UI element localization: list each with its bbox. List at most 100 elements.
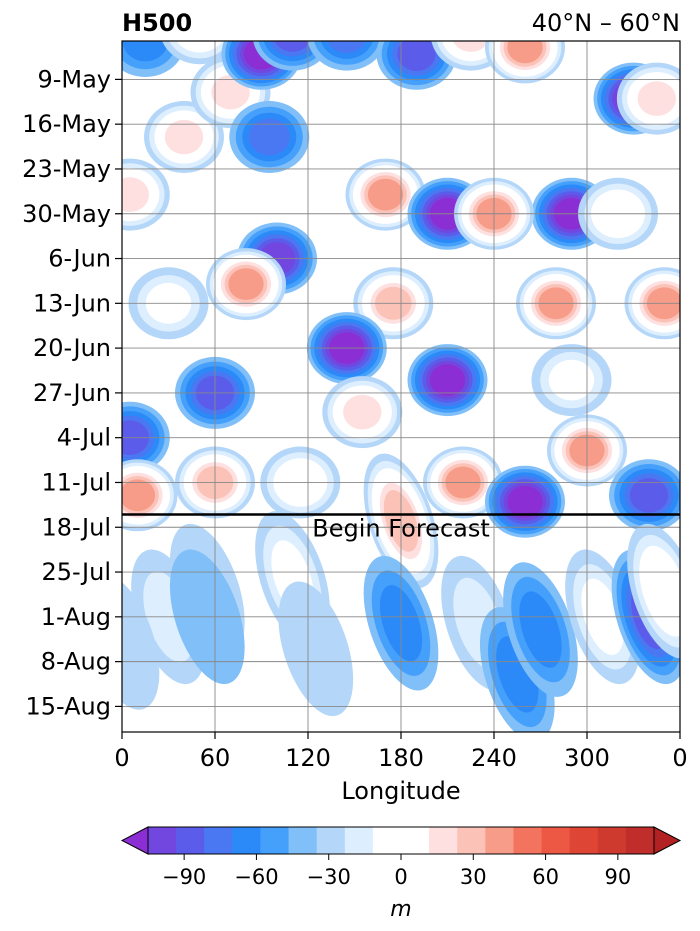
anomaly-feature: [307, 41, 387, 71]
anomaly-feature: [322, 376, 403, 449]
contour-level: [452, 41, 489, 52]
grid-lines: [122, 41, 680, 732]
x-tick-label: 0: [114, 744, 129, 772]
colorbar-swatch: [204, 827, 233, 854]
colorbar-tick-label: 30: [460, 865, 487, 889]
colorbar-swatch: [372, 827, 402, 854]
x-tick-label: 0: [672, 744, 687, 772]
anomaly-feature: [503, 562, 578, 697]
contour-level: [184, 41, 215, 47]
colorbar-swatch: [401, 827, 430, 854]
colorbar: −90 −60 −30 0 30 60 90: [120, 826, 682, 889]
contour-level: [367, 178, 404, 211]
y-tick-label: 15-Aug: [25, 692, 111, 720]
contour-level: [122, 41, 168, 62]
contour-level: [122, 575, 160, 710]
contour-level: [343, 394, 382, 430]
x-axis: 0 60 120 180 240 300 0: [114, 732, 688, 772]
y-tick-label: 9-May: [37, 65, 111, 93]
colorbar-tick-label: 90: [604, 865, 631, 889]
y-axis: 9-May 16-May 23-May 30-May 6-Jun 13-Jun 20-Jun…: [22, 65, 122, 720]
contour-level: [507, 41, 543, 64]
contour-level: [122, 177, 149, 212]
anomaly-feature: [407, 344, 488, 417]
colorbar-swatch: [513, 827, 543, 854]
colorbar-tick-label: −90: [162, 865, 206, 889]
anomaly-feature: [345, 158, 426, 231]
y-tick-label: 16-May: [22, 110, 111, 138]
chart-title-left: H500: [122, 9, 192, 37]
y-tick-label: 11-Jul: [42, 468, 112, 496]
y-tick-label: 4-Jul: [57, 424, 111, 452]
contour-level: [645, 556, 680, 626]
anomaly-feature: [627, 523, 680, 659]
contour-level: [327, 41, 367, 53]
colorbar-swatch: [148, 827, 177, 854]
anomaly-feature: [306, 312, 387, 385]
colorbar-extend-low: [120, 826, 149, 855]
contour-level: [429, 364, 466, 396]
y-tick-label: 1-Aug: [41, 603, 111, 631]
contour-level: [519, 591, 562, 668]
anomaly-feature: [616, 62, 680, 135]
contour-level: [122, 479, 156, 512]
y-tick-label: 27-Jun: [33, 379, 111, 407]
y-tick-label: 8-Aug: [41, 648, 111, 676]
y-tick-label: 30-May: [22, 200, 111, 228]
contour-level: [278, 581, 354, 717]
contour-level: [397, 41, 436, 72]
anomaly-feature: [206, 248, 286, 321]
anomaly-feature: [376, 41, 457, 90]
anomaly-feature: [229, 101, 310, 173]
contour-level: [629, 478, 669, 513]
colorbar-swatch: [429, 827, 458, 854]
colorbar-swatch: [316, 827, 346, 854]
y-tick-label: 13-Jun: [33, 289, 111, 317]
anomaly-feature: [278, 581, 354, 717]
colorbar-swatch: [288, 827, 318, 854]
x-tick-label: 240: [471, 744, 517, 772]
contour-level: [548, 359, 595, 401]
contour-level: [637, 81, 676, 116]
chart-title-right: 40°N – 60°N: [532, 9, 680, 37]
anomaly-feature: [609, 459, 680, 532]
contour-level: [176, 41, 223, 53]
colorbar-tick-label: 0: [394, 865, 407, 889]
colorbar-swatch: [260, 827, 290, 854]
y-tick-label: 23-May: [22, 155, 111, 183]
y-tick-label: 6-Jun: [48, 245, 111, 273]
anomaly-feature: [531, 344, 612, 417]
x-tick-label: 300: [564, 744, 610, 772]
anomaly-feature: [122, 158, 170, 231]
colorbar-tick-label: 60: [532, 865, 559, 889]
anomaly-feature: [485, 41, 565, 84]
x-tick-label: 60: [200, 744, 231, 772]
colorbar-swatch: [541, 827, 571, 854]
x-tick-label: 120: [285, 744, 331, 772]
contour-level: [248, 118, 290, 156]
x-axis-label: Longitude: [341, 777, 460, 805]
colorbar-swatch: [457, 827, 486, 854]
anomaly-feature: [175, 446, 255, 519]
y-tick-label: 18-Jul: [42, 513, 112, 541]
colorbar-swatch: [597, 827, 627, 854]
colorbar-swatch: [569, 827, 599, 854]
anomaly-feature: [122, 575, 160, 710]
y-tick-label: 25-Jul: [42, 558, 112, 586]
colorbar-tick-label: −30: [307, 865, 351, 889]
plot-area: [122, 41, 680, 732]
begin-forecast-label: Begin Forecast: [312, 514, 490, 542]
colorbar-swatch: [625, 827, 655, 854]
colorbar-tick-label: −60: [234, 865, 278, 889]
colorbar-swatch: [176, 827, 205, 854]
colorbar-swatch: [485, 827, 514, 854]
colorbar-swatch: [344, 827, 374, 854]
contour-level: [228, 268, 264, 300]
contour-level: [507, 485, 543, 518]
x-tick-label: 180: [378, 744, 424, 772]
colorbar-label: m: [390, 897, 411, 922]
contour-level: [164, 119, 204, 155]
colorbar-extend-high: [653, 826, 682, 855]
contour-level: [274, 41, 311, 52]
